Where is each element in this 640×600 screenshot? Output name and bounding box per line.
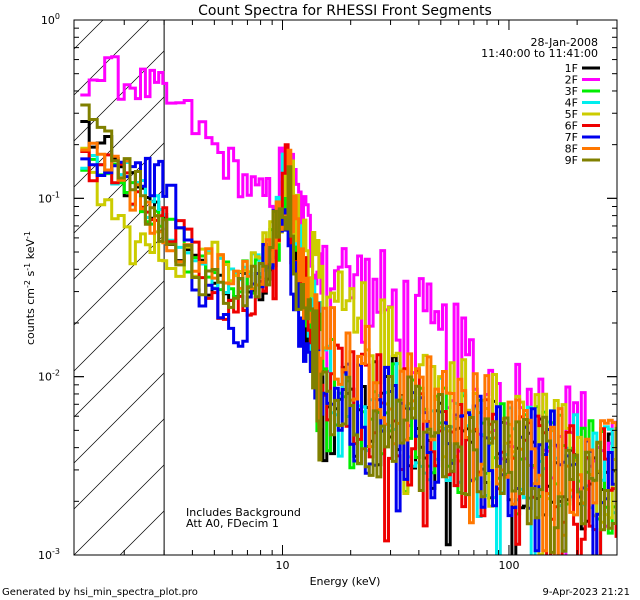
legend-label-6F: 6F — [565, 120, 578, 133]
time-range-label: 11:40:00 to 11:41:00 — [481, 47, 598, 60]
series-9F-line — [80, 103, 617, 554]
x-axis-label: Energy (keV) — [310, 575, 381, 588]
legend-label-9F: 9F — [565, 154, 578, 167]
legend-label-1F: 1F — [565, 62, 578, 75]
x-tick-label: 10 — [276, 559, 290, 572]
legend-label-3F: 3F — [565, 85, 578, 98]
hatch-line — [74, 372, 165, 464]
hatch-line — [74, 464, 165, 555]
legend-label-5F: 5F — [565, 108, 578, 121]
y-tick-label: 10-2 — [38, 369, 60, 384]
hatch-line — [74, 280, 165, 372]
series-8F-line — [80, 141, 617, 555]
x-tick-label: 100 — [498, 559, 519, 572]
date-label: 28-Jan-2008 — [531, 36, 599, 49]
legend-label-2F: 2F — [565, 74, 578, 87]
hatch-line — [119, 510, 165, 555]
hatch-line — [74, 234, 165, 326]
plot-frame — [73, 19, 618, 556]
timestamp-label: 9-Apr-2023 21:21 — [543, 587, 630, 598]
hatch-line — [74, 142, 165, 234]
hatch-line — [74, 418, 165, 510]
y-tick-label: 10-3 — [38, 547, 60, 562]
legend-label-4F: 4F — [565, 97, 578, 110]
hatched-region — [74, 20, 165, 555]
y-axis-label: counts cm-2 s-1 keV-1 — [23, 231, 37, 345]
hatch-line — [74, 188, 165, 280]
legend-label-7F: 7F — [565, 131, 578, 144]
generated-by-label: Generated by hsi_min_spectra_plot.pro — [2, 587, 198, 598]
y-tick-label: 100 — [41, 12, 60, 27]
y-tick-label: 10-1 — [38, 190, 60, 205]
annotation-attenuator: Att A0, FDecim 1 — [186, 517, 279, 530]
hatch-line — [74, 326, 165, 418]
annotation-background: Includes Background — [186, 506, 301, 519]
chart-title: Count Spectra for RHESSI Front Segments — [198, 3, 492, 19]
hatch-line — [74, 50, 165, 142]
legend-label-8F: 8F — [565, 143, 578, 156]
hatch-line — [74, 96, 165, 188]
